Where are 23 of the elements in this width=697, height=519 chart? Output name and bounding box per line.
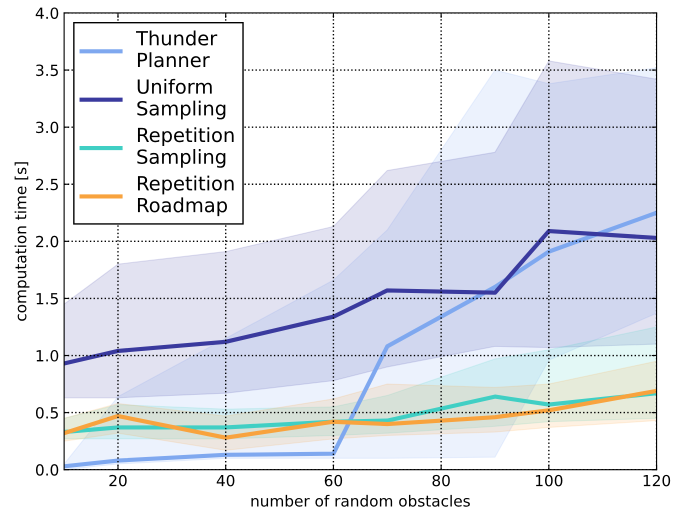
y-tick-label: 0.5 — [36, 407, 58, 419]
x-tick-label: 60 — [324, 474, 342, 486]
x-tick-label: 20 — [109, 474, 127, 486]
legend-label: Repetition Sampling — [137, 127, 234, 168]
y-tick-label: 4.0 — [36, 7, 58, 19]
x-tick-label: 120 — [644, 474, 670, 486]
x-axis-title: number of random obstacles — [251, 494, 470, 507]
y-tick-label: 2.5 — [36, 178, 58, 190]
line-series — [64, 388, 657, 440]
line-series — [64, 228, 657, 366]
x-tick-label: 80 — [432, 474, 450, 486]
y-axis-title: computation time [s] — [14, 162, 30, 321]
y-tick-label: 0.0 — [36, 464, 58, 476]
y-tick-label: 3.5 — [36, 64, 58, 76]
y-tick-label: 1.0 — [36, 350, 58, 362]
legend-label: Thunder Planner — [136, 30, 218, 68]
y-tick-label: 2.0 — [36, 236, 58, 248]
x-tick-label: 40 — [216, 474, 234, 486]
legend-label: Repetition Roadmap — [138, 176, 234, 216]
y-tick-label: 3.0 — [36, 122, 58, 134]
legend-label: Uniform Sampling — [137, 78, 226, 120]
x-tick-label: 100 — [536, 474, 562, 486]
y-tick-label: 1.5 — [36, 293, 58, 304]
